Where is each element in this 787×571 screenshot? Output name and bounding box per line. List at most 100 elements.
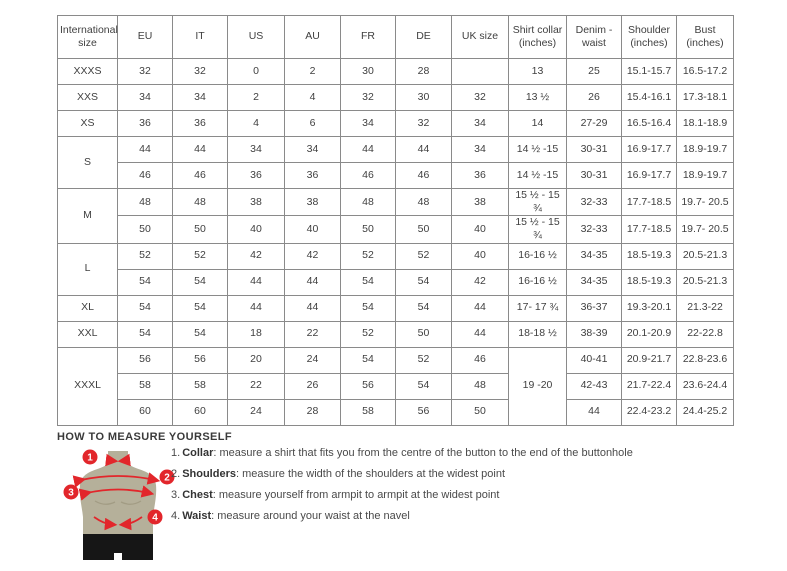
table-cell: 32 xyxy=(340,84,396,111)
table-cell: 34 xyxy=(451,136,509,163)
column-header: Shirt collar (inches) xyxy=(508,15,567,59)
table-cell: 24.4-25.2 xyxy=(676,398,734,426)
table-cell: 46 xyxy=(395,162,452,189)
table-cell: 54 xyxy=(172,294,228,322)
table-cell: 34 xyxy=(117,84,173,111)
table-cell: 13 ½ xyxy=(508,84,567,111)
table-cell: 4 xyxy=(284,84,341,111)
table-cell: 48 xyxy=(340,187,396,217)
size-label-cell: L xyxy=(57,242,118,296)
table-cell: 40-41 xyxy=(566,346,622,374)
table-cell: 19 -20 xyxy=(508,346,567,426)
table-cell: 15 ½ - 15 ¾ xyxy=(508,187,567,217)
table-cell: 23.6-24.4 xyxy=(676,372,734,400)
table-cell: 50 xyxy=(395,320,452,348)
table-cell: 16-16 ½ xyxy=(508,242,567,270)
table-cell: 58 xyxy=(172,372,228,400)
table-cell: 58 xyxy=(340,398,396,426)
table-cell: 42 xyxy=(284,242,341,270)
table-cell: 44 xyxy=(227,268,285,296)
svg-text:4: 4 xyxy=(152,513,158,524)
item-number: 1. xyxy=(171,447,181,459)
table-cell: 54 xyxy=(340,268,396,296)
table-cell: 58 xyxy=(117,372,173,400)
table-cell: 26 xyxy=(284,372,341,400)
table-body: XXXS 32 32 0 2 30 28 13 25 15.1-15.7 16.5-17.2 XXS 3… xyxy=(57,58,734,426)
table-cell: 38 xyxy=(227,187,285,217)
table-row: L 52 52 42 42 52 52 40 16-16 ½ 34-35 18.5-19.3 20.5… xyxy=(57,242,734,296)
table-cell: 48 xyxy=(172,187,228,217)
size-chart: International size EU IT US AU FR DE UK size Shi… xyxy=(57,15,734,426)
table-cell: 4 xyxy=(227,110,285,137)
table-row: XXXS 32 32 0 2 30 28 13 25 15.1-15.7 16.5-17.2 xyxy=(57,58,734,85)
table-cell: 38-39 xyxy=(566,320,622,348)
item-text: : measure a shirt that fits you from the… xyxy=(213,447,633,459)
table-cell: 44 xyxy=(395,136,452,163)
column-header: EU xyxy=(117,15,173,59)
table-cell: 36 xyxy=(117,110,173,137)
size-label-cell: XXXS xyxy=(57,58,118,85)
table-row: XXL 54 54 18 22 52 50 44 18-18 ½ 38-39 20.1-20.9 22… xyxy=(57,320,734,348)
table-cell: 26 xyxy=(566,84,622,111)
table-cell: 48 xyxy=(117,187,173,217)
item-label: Collar xyxy=(182,447,214,459)
table-cell: 20.9-21.7 xyxy=(621,346,677,374)
table-row: 50 50 40 40 50 50 40 15 ½ - 15 ¾ 32-33 17.7-18.5 1… xyxy=(58,215,734,244)
table-cell: 36 xyxy=(172,110,228,137)
table-cell: 18.9-19.7 xyxy=(676,162,734,189)
table-cell: 25 xyxy=(566,58,622,85)
table-cell: 52 xyxy=(172,242,228,270)
table-cell: 17.7-18.5 xyxy=(621,187,677,217)
column-header: UK size xyxy=(451,15,509,59)
table-cell: 36 xyxy=(284,162,341,189)
table-cell: 44 xyxy=(340,136,396,163)
table-cell: 50 xyxy=(117,215,173,244)
table-cell: 19.7- 20.5 xyxy=(676,187,734,217)
table-cell: 46 xyxy=(117,162,173,189)
column-header: International size xyxy=(57,15,118,59)
table-cell: 22.4-23.2 xyxy=(621,398,677,426)
item-label: Shoulders xyxy=(182,468,236,480)
table-cell: 50 xyxy=(451,398,509,426)
svg-text:1: 1 xyxy=(87,453,93,464)
table-head: International size EU IT US AU FR DE UK size Shi… xyxy=(57,15,734,59)
table-cell: 52 xyxy=(340,320,396,348)
measure-item-waist: 4. Waist: measure around your waist at th… xyxy=(171,509,731,530)
table-cell: 13 xyxy=(508,58,567,85)
table-cell: 22 xyxy=(284,320,341,348)
table-cell: 28 xyxy=(395,58,452,85)
badge-4-icon: 4 xyxy=(147,509,163,525)
table-cell: 40 xyxy=(227,215,285,244)
table-cell: 6 xyxy=(284,110,341,137)
table-cell: 2 xyxy=(284,58,341,85)
column-header: FR xyxy=(340,15,396,59)
size-label-cell: XXL xyxy=(57,320,118,348)
table-cell: 56 xyxy=(395,398,452,426)
table-cell: 30-31 xyxy=(566,136,622,163)
table-cell: 24 xyxy=(227,398,285,426)
table-cell: 34 xyxy=(172,84,228,111)
chest-contour xyxy=(94,500,116,505)
table-cell: 40 xyxy=(451,215,509,244)
table-cell: 42 xyxy=(227,242,285,270)
table-cell: 16.9-17.7 xyxy=(621,162,677,189)
mannequin-svg: 1 2 3 4 xyxy=(63,449,175,560)
measure-heading: HOW TO MEASURE YOURSELF xyxy=(57,431,233,443)
table-cell: 32-33 xyxy=(566,187,622,217)
table-cell: 32 xyxy=(395,110,452,137)
table-cell: 16.5-17.2 xyxy=(676,58,734,85)
table-cell: 30 xyxy=(340,58,396,85)
table-cell: 42-43 xyxy=(566,372,622,400)
table-cell: 44 xyxy=(284,294,341,322)
table-cell: 15.1-15.7 xyxy=(621,58,677,85)
neck-arrow xyxy=(117,453,131,467)
column-header: IT xyxy=(172,15,228,59)
table-cell: 50 xyxy=(340,215,396,244)
table-cell: 18.5-19.3 xyxy=(621,242,677,270)
table-cell: 17.3-18.1 xyxy=(676,84,734,111)
item-number: 2. xyxy=(171,468,181,480)
table-cell: 52 xyxy=(395,346,452,374)
table-cell: 54 xyxy=(117,320,173,348)
table-cell: 60 xyxy=(172,398,228,426)
table-cell: 34 xyxy=(451,110,509,137)
